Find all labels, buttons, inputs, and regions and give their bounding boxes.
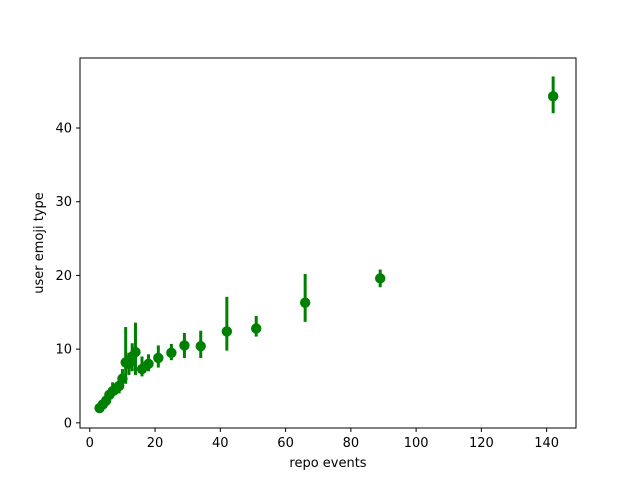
y-tick-label: 20 [55, 269, 72, 284]
x-tick-label: 120 [469, 436, 494, 451]
x-tick-label: 60 [277, 436, 294, 451]
x-axis-ticks: 0 20 40 60 80 100 120 140 [86, 428, 559, 451]
data-point [299, 297, 311, 308]
data-point [221, 326, 233, 337]
y-axis-ticks: 0 10 20 30 40 [55, 122, 80, 431]
data-point [179, 340, 190, 351]
y-tick-label: 0 [64, 416, 72, 431]
data-point [251, 323, 262, 334]
y-tick-label: 40 [55, 122, 72, 137]
data-point [153, 352, 164, 364]
x-tick-label: 40 [212, 436, 229, 451]
y-tick-label: 30 [55, 195, 72, 210]
data-point [130, 346, 141, 358]
x-axis-label: repo events [289, 456, 366, 471]
data-point [195, 340, 206, 352]
x-tick-label: 100 [404, 436, 429, 451]
y-tick-label: 10 [55, 343, 72, 358]
plot-marks [94, 76, 559, 414]
data-point [143, 358, 154, 370]
x-tick-label: 140 [534, 436, 559, 451]
data-point [166, 347, 177, 359]
y-axis-label: user emoji type [32, 192, 47, 294]
plot-area-frame [79, 57, 577, 429]
x-tick-label: 80 [343, 436, 360, 451]
data-point [375, 273, 386, 284]
data-point [547, 91, 559, 102]
x-tick-label: 20 [147, 436, 164, 451]
x-tick-label: 0 [86, 436, 94, 451]
